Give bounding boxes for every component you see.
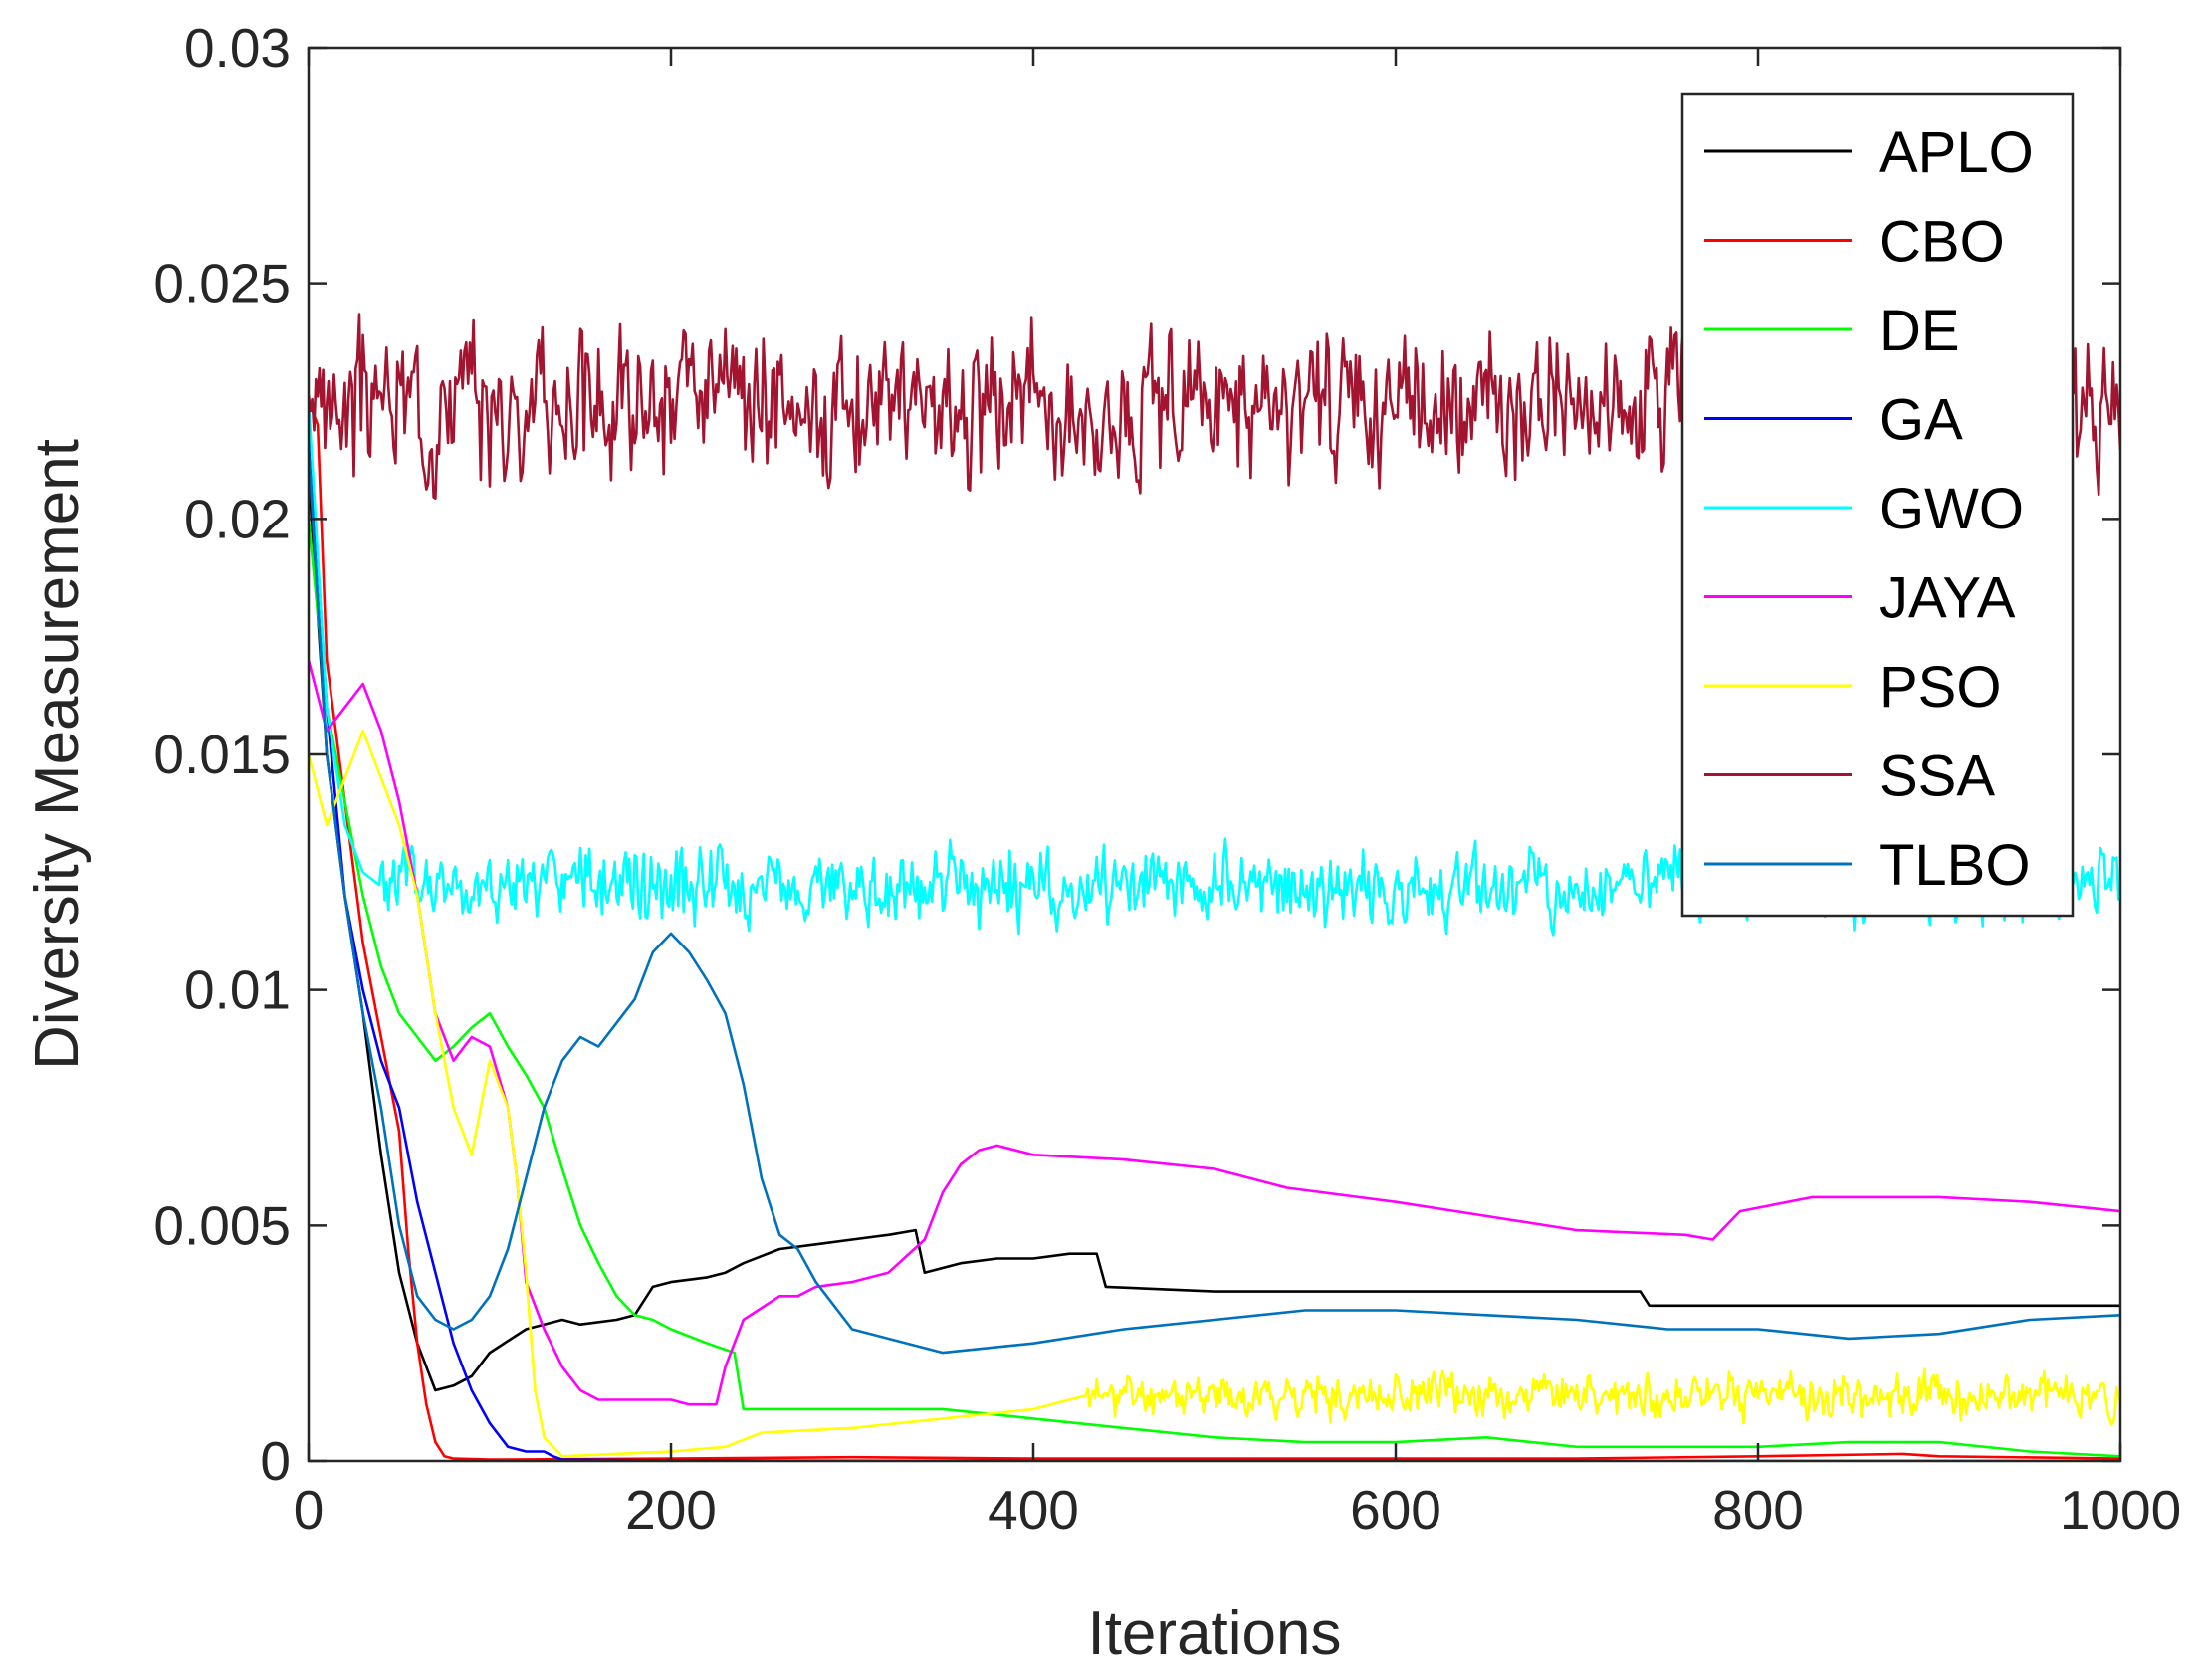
y-tick-label: 0.02: [184, 488, 291, 549]
series-line-cbo: [309, 400, 2120, 1461]
legend-label-jaya: JAYA: [1879, 566, 2016, 631]
x-tick-label: 200: [625, 1479, 717, 1541]
legend-label-tlbo: TLBO: [1879, 833, 2031, 898]
x-tick-label: 400: [988, 1479, 1079, 1541]
legend-label-ga: GA: [1879, 388, 1963, 453]
y-tick-label: 0.025: [153, 253, 291, 315]
legend-label-gwo: GWO: [1879, 477, 2024, 541]
legend-box: [1680, 92, 2075, 918]
series-line-tlbo: [309, 448, 2120, 1355]
legend: APLO CBO DE GA GWO JAYA PSO SSA TLBO: [1680, 92, 2075, 918]
y-tick-label: 0.03: [184, 17, 291, 79]
series-layer: [309, 313, 2120, 1461]
x-tick-label: 1000: [2060, 1479, 2181, 1541]
x-tick-label: 600: [1350, 1479, 1441, 1541]
x-tick-label: 0: [294, 1479, 325, 1541]
series-line-jaya: [309, 659, 2120, 1406]
legend-label-de: DE: [1879, 299, 1960, 363]
x-tick-label: 800: [1712, 1479, 1804, 1541]
series-line-de: [309, 519, 2120, 1458]
legend-label-pso: PSO: [1879, 655, 2002, 720]
series-line-aplo: [309, 471, 2120, 1392]
y-tick-label: 0.015: [153, 724, 291, 785]
x-axis-title: Iterations: [1087, 1599, 1341, 1668]
legend-label-cbo: CBO: [1879, 210, 2005, 275]
series-line-pso: [309, 730, 2120, 1458]
y-tick-label: 0.005: [153, 1194, 291, 1256]
y-axis-title: Diversity Measurement: [23, 439, 92, 1070]
legend-label-ssa: SSA: [1879, 744, 1995, 809]
legend-label-aplo: APLO: [1879, 120, 2034, 185]
y-tick-label: 0.01: [184, 959, 291, 1021]
ticks-layer: 0 200 400 600 800 1000 0 0.005 0.01 0.015 0.02 0.02…: [153, 17, 2181, 1541]
y-tick-label: 0: [260, 1430, 291, 1492]
